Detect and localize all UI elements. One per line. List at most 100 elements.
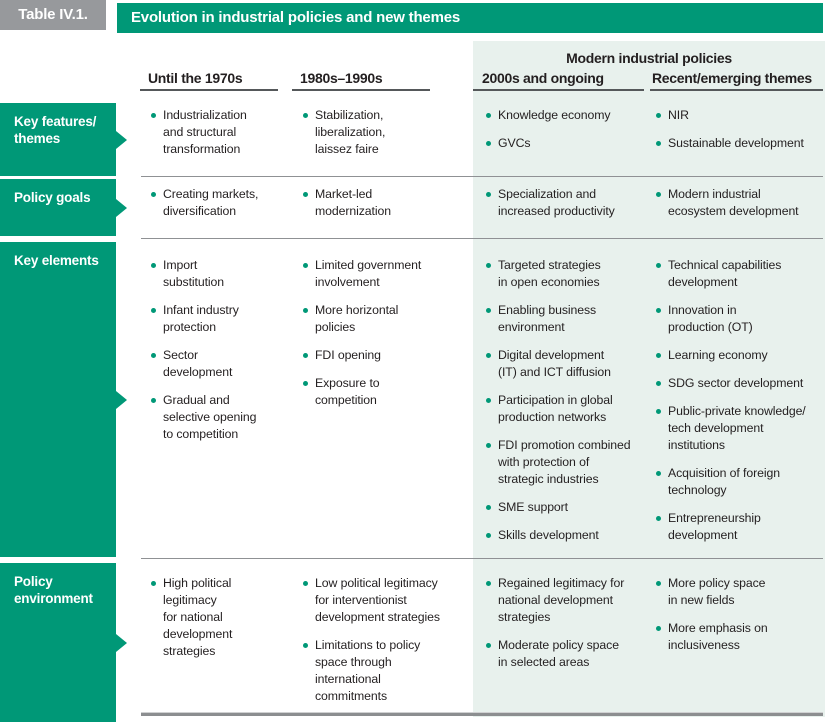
bullet-icon	[656, 516, 661, 521]
bullet-icon	[486, 643, 491, 648]
bullet-icon	[486, 113, 491, 118]
bullet-icon	[656, 308, 661, 313]
bullet-icon	[656, 113, 661, 118]
bullet-text: Digital development (IT) and ICT diffusi…	[498, 348, 611, 379]
row-divider	[141, 238, 823, 239]
bullet-text: Participation in global production netwo…	[498, 393, 613, 424]
bullet-item: NIR	[655, 107, 825, 124]
bullet-item: Specialization and increased productivit…	[485, 186, 647, 220]
column-underline	[650, 89, 823, 91]
bullet-item: Knowledge economy	[485, 107, 647, 124]
column-underline	[292, 89, 430, 91]
bullet-item: Infant industry protection	[150, 302, 290, 336]
bullet-item: Participation in global production netwo…	[485, 392, 647, 426]
bullet-icon	[656, 471, 661, 476]
bullet-icon	[151, 398, 156, 403]
bullet-icon	[303, 353, 308, 358]
bullet-icon	[151, 192, 156, 197]
bullet-item: Import substitution	[150, 257, 290, 291]
table-bottom-rule	[141, 713, 823, 716]
bullet-text: Stabilization, liberalization, laissez f…	[315, 108, 386, 156]
table-cell: Limited government involvement More horiz…	[302, 257, 460, 409]
table-cell: Targeted strategies in open economies Ena…	[485, 257, 647, 544]
arrow-right-icon	[116, 198, 127, 217]
row-label-text: Policy goals	[14, 190, 91, 205]
table-cell: Technical capabilities development Innova…	[655, 257, 825, 544]
bullet-icon	[656, 626, 661, 631]
bullet-text: Infant industry protection	[163, 303, 239, 334]
bullet-text: Specialization and increased productivit…	[498, 187, 615, 218]
bullet-item: Industrialization and structural transfo…	[150, 107, 290, 158]
bullet-item: Digital development (IT) and ICT diffusi…	[485, 347, 647, 381]
bullet-icon	[303, 113, 308, 118]
bullet-text: Modern industrial ecosystem development	[668, 187, 799, 218]
bullet-text: Sector development	[163, 348, 233, 379]
bullet-icon	[656, 192, 661, 197]
bullet-text: Exposure to competition	[315, 376, 380, 407]
bullet-icon	[303, 263, 308, 268]
bullet-item: Learning economy	[655, 347, 825, 364]
bullet-text: Knowledge economy	[498, 108, 611, 122]
bullet-item: Low political legitimacy for interventio…	[302, 575, 460, 626]
table-cell: Knowledge economy GVCs	[485, 107, 647, 152]
bullet-item: Skills development	[485, 527, 647, 544]
bullet-text: Targeted strategies in open economies	[498, 258, 601, 289]
bullet-icon	[656, 353, 661, 358]
bullet-item: Modern industrial ecosystem development	[655, 186, 825, 220]
bullet-text: Learning economy	[668, 348, 768, 362]
row-label-text: Key elements	[14, 253, 99, 268]
bullet-text: More emphasis on inclusiveness	[668, 621, 768, 652]
bullet-text: Regained legitimacy for national develop…	[498, 576, 625, 624]
bullet-item: More horizontal policies	[302, 302, 460, 336]
row-label-key-features: Key features/ themes	[0, 103, 127, 176]
bullet-text: Industrialization and structural transfo…	[163, 108, 247, 156]
bullet-icon	[486, 353, 491, 358]
bullet-text: FDI promotion combined with protection o…	[498, 438, 631, 486]
bullet-item: Entrepreneurship development	[655, 510, 825, 544]
bullet-item: Acquisition of foreign technology	[655, 465, 825, 499]
bullet-icon	[486, 533, 491, 538]
bullet-text: Innovation in production (OT)	[668, 303, 753, 334]
column-underline	[473, 89, 644, 91]
bullet-text: Limited government involvement	[315, 258, 422, 289]
bullet-icon	[486, 443, 491, 448]
bullet-icon	[303, 581, 308, 586]
bullet-text: Market-led modernization	[315, 187, 391, 218]
column-group-header: Modern industrial policies	[566, 50, 732, 66]
bullet-icon	[656, 409, 661, 414]
bullet-item: Sustainable development	[655, 135, 825, 152]
bullet-icon	[151, 308, 156, 313]
bullet-text: Gradual and selective opening to competi…	[163, 393, 257, 441]
bullet-item: More emphasis on inclusiveness	[655, 620, 825, 654]
bullet-text: Limitations to policy space through inte…	[315, 638, 421, 703]
bullet-item: Regained legitimacy for national develop…	[485, 575, 647, 626]
bullet-text: Import substitution	[163, 258, 225, 289]
row-label-text: Key features/ themes	[14, 114, 97, 146]
table-cell: NIR Sustainable development	[655, 107, 825, 152]
arrow-right-icon	[116, 130, 127, 149]
bullet-item: FDI opening	[302, 347, 460, 364]
table-title-bar: Evolution in industrial policies and new…	[117, 3, 823, 33]
arrow-right-icon	[116, 633, 127, 652]
bullet-item: Market-led modernization	[302, 186, 460, 220]
bullet-text: High political legitimacy for national d…	[163, 576, 233, 658]
bullet-text: GVCs	[498, 136, 531, 150]
row-label-key-elements: Key elements	[0, 242, 127, 557]
bullet-text: More policy space in new fields	[668, 576, 766, 607]
bullet-item: Stabilization, liberalization, laissez f…	[302, 107, 460, 158]
bullet-item: SME support	[485, 499, 647, 516]
bullet-icon	[656, 381, 661, 386]
bullet-text: Low political legitimacy for interventio…	[315, 576, 440, 624]
row-label-policy-goals: Policy goals	[0, 179, 127, 236]
bullet-text: Creating markets, diversification	[163, 187, 259, 218]
bullet-item: Limitations to policy space through inte…	[302, 637, 460, 705]
column-header-1980s-1990s: 1980s–1990s	[300, 70, 383, 86]
table-cell: Regained legitimacy for national develop…	[485, 575, 647, 671]
bullet-item: Moderate policy space in selected areas	[485, 637, 647, 671]
bullet-item: High political legitimacy for national d…	[150, 575, 290, 660]
modern-policies-panel	[473, 41, 825, 717]
bullet-icon	[486, 141, 491, 146]
bullet-icon	[303, 381, 308, 386]
bullet-text: Sustainable development	[668, 136, 804, 150]
bullet-text: Enabling business environment	[498, 303, 597, 334]
